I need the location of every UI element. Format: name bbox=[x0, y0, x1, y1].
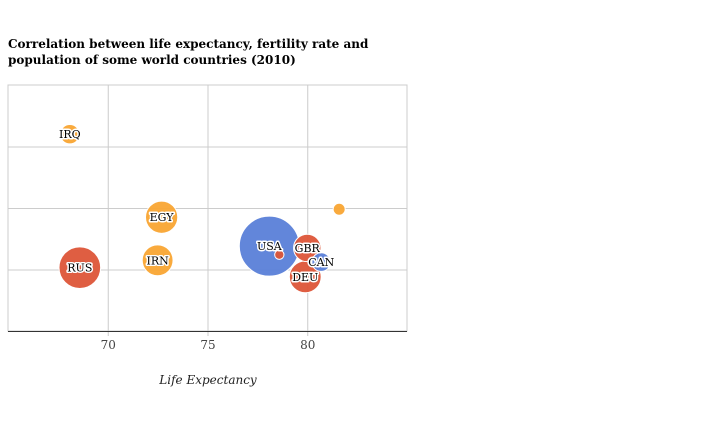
bubble-irn[interactable] bbox=[141, 244, 174, 277]
x-tick-label: 75 bbox=[200, 338, 215, 352]
bubble-can[interactable] bbox=[311, 252, 332, 272]
bubble-egy[interactable] bbox=[144, 200, 179, 234]
bubble-label-irq: IRQ bbox=[59, 128, 81, 141]
bubble-label-irn: IRN bbox=[146, 254, 169, 267]
bubbles bbox=[58, 124, 346, 294]
bubble-label-gbr: GBR bbox=[295, 242, 321, 255]
bubble-gbr[interactable] bbox=[293, 233, 322, 263]
grid bbox=[7, 84, 408, 332]
bubble-irq[interactable] bbox=[59, 124, 81, 145]
x-axis-label: Life Expectancy bbox=[158, 373, 257, 387]
bubble-label-deu: DEU bbox=[292, 271, 318, 284]
bubble-label-egy: EGY bbox=[150, 211, 175, 224]
chart-title: Correlation between life expectancy, fer… bbox=[8, 37, 369, 67]
x-tick-label: 80 bbox=[300, 338, 315, 352]
bubble-rus[interactable] bbox=[58, 246, 102, 289]
bubble-unlabeled[interactable] bbox=[332, 202, 346, 216]
bubble-label-rus: RUS bbox=[67, 262, 92, 275]
bubble-label-usa: USA bbox=[257, 240, 283, 253]
bubble-label-can: CAN bbox=[308, 256, 334, 269]
axes: 70 75 80 bbox=[8, 331, 407, 352]
x-tick-label: 70 bbox=[101, 338, 116, 352]
bubble-unlabeled[interactable] bbox=[274, 249, 285, 260]
